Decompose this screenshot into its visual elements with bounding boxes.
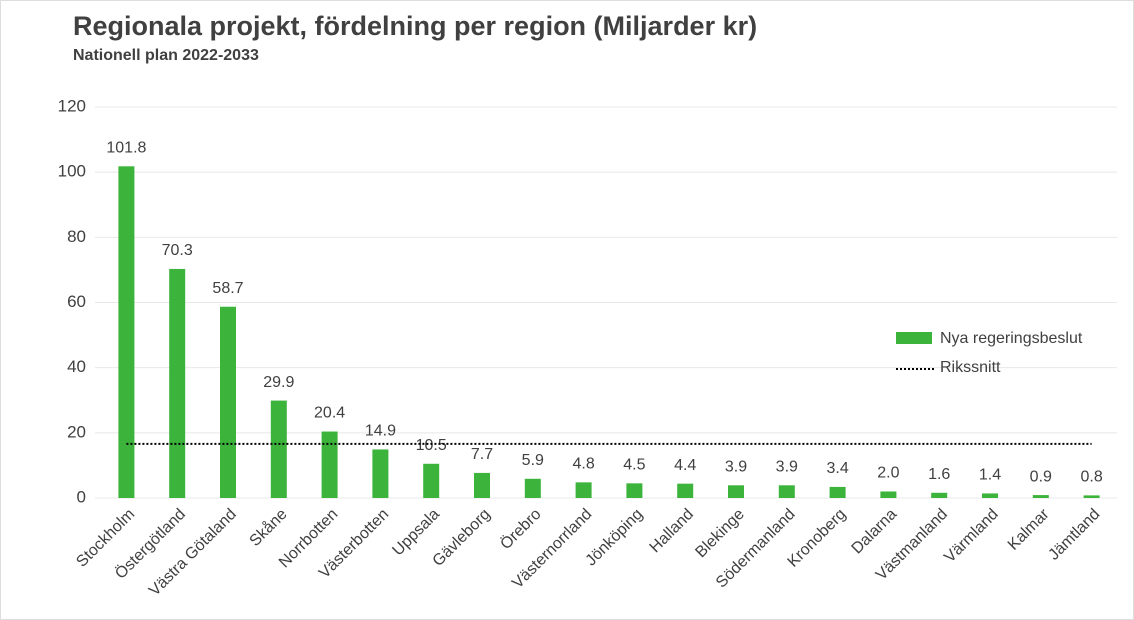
value-label: 3.9 [725, 459, 747, 476]
legend-label: Nya regeringsbeslut [940, 330, 1083, 347]
y-tick-label: 100 [58, 162, 86, 181]
y-tick-label: 60 [67, 292, 86, 311]
bar [423, 463, 440, 498]
bar [829, 486, 846, 498]
value-label: 1.4 [979, 467, 1001, 484]
value-label: 4.5 [623, 457, 645, 474]
y-tick-label: 40 [67, 357, 86, 376]
bar [118, 166, 135, 498]
y-tick-label: 120 [58, 96, 86, 115]
bar [575, 482, 592, 498]
bar [778, 485, 795, 498]
value-label: 4.4 [674, 457, 696, 474]
value-label: 3.4 [826, 460, 848, 477]
value-label: 4.8 [572, 456, 594, 473]
value-label: 29.9 [263, 374, 294, 391]
bar [728, 485, 744, 498]
bar [1083, 495, 1100, 498]
bar [372, 449, 389, 498]
value-label: 58.7 [212, 280, 243, 297]
bar [474, 472, 490, 498]
bar [982, 493, 998, 498]
bar [1032, 495, 1049, 498]
bar [626, 483, 643, 498]
bar [270, 400, 287, 498]
bar [931, 492, 948, 498]
chart-subtitle: Nationell plan 2022-2033 [73, 47, 259, 64]
bar [524, 478, 541, 498]
value-label: 2.0 [877, 465, 899, 482]
bar [880, 491, 897, 498]
value-label: 20.4 [314, 405, 345, 422]
value-label: 70.3 [162, 242, 193, 259]
bar [169, 268, 186, 498]
value-label: 1.6 [928, 466, 950, 483]
value-label: 0.8 [1080, 469, 1102, 486]
bar [220, 306, 236, 498]
legend-label: Rikssnitt [940, 359, 1001, 376]
value-label: 5.9 [522, 452, 544, 469]
value-label: 101.8 [106, 140, 146, 157]
y-tick-label: 20 [67, 422, 86, 441]
bar [677, 483, 694, 498]
value-label: 7.7 [471, 446, 493, 463]
value-label: 3.9 [776, 459, 798, 476]
value-label: 0.9 [1030, 468, 1052, 485]
chart-title: Regionala projekt, fördelning per region… [73, 11, 757, 41]
y-tick-label: 0 [77, 487, 86, 506]
legend-swatch [896, 332, 932, 344]
value-label: 10.5 [416, 437, 447, 454]
bar [321, 431, 338, 498]
value-label: 14.9 [365, 423, 396, 440]
y-tick-label: 80 [67, 227, 86, 246]
